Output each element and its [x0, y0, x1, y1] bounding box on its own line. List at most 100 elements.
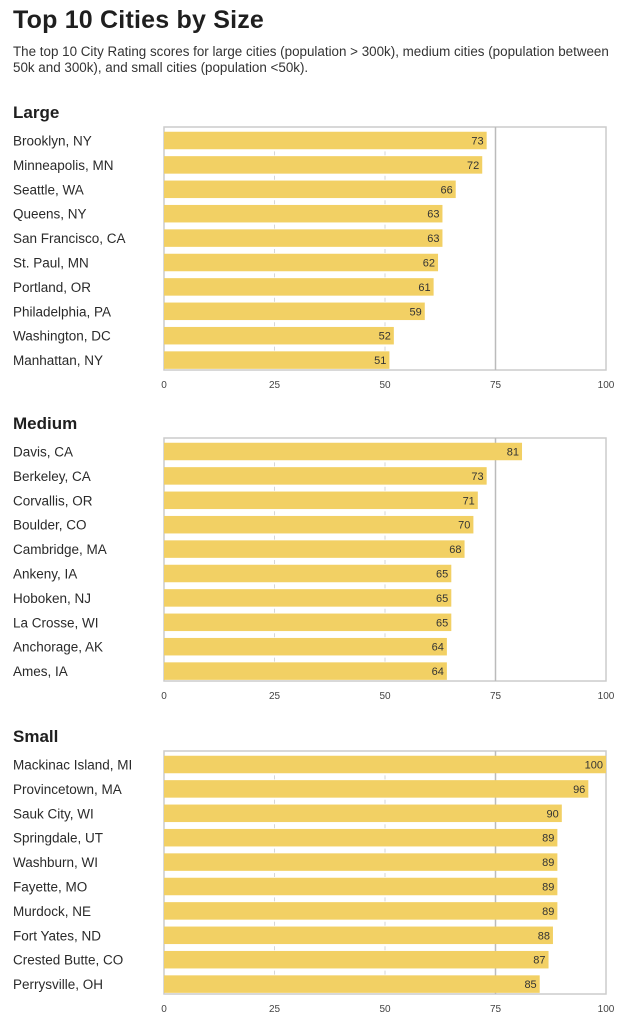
- value-label: 73: [471, 136, 483, 148]
- value-label: 89: [542, 833, 554, 845]
- value-label: 72: [467, 160, 479, 172]
- x-tick-label: 25: [269, 380, 281, 391]
- bar-washington-dc: [164, 326, 394, 345]
- section-title: Small: [13, 727, 58, 746]
- bar-st-paul-mn: [164, 253, 439, 272]
- bar-fort-yates-nd: [164, 926, 553, 945]
- bar-la-crosse-wi: [164, 613, 452, 632]
- bar-washburn-wi: [164, 853, 558, 871]
- category-label: Hoboken, NJ: [13, 591, 91, 606]
- bar-fayette-mo: [164, 877, 558, 896]
- value-label: 64: [432, 666, 444, 678]
- bar-cambridge-ma: [164, 540, 465, 558]
- category-label: Ames, IA: [13, 664, 68, 679]
- value-label: 89: [542, 882, 554, 894]
- x-tick-label: 25: [269, 691, 281, 702]
- bar-ames-ia: [164, 662, 447, 680]
- category-label: Murdock, NE: [13, 904, 91, 919]
- bar-brooklyn-ny: [164, 131, 487, 150]
- value-label: 73: [471, 471, 483, 483]
- x-tick-label: 0: [161, 1004, 167, 1015]
- chart-panel-medium: Medium Davis, CA 81 Berkeley, CA 73 Corvallis…: [13, 414, 615, 702]
- value-label: 66: [440, 184, 452, 196]
- category-label: Crested Butte, CO: [13, 953, 123, 968]
- bar-seattle-wa: [164, 180, 456, 199]
- value-label: 90: [547, 808, 559, 820]
- category-label: Provincetown, MA: [13, 782, 122, 797]
- value-label: 65: [436, 617, 448, 629]
- bar-hoboken-nj: [164, 589, 452, 607]
- bar-minneapolis-mn: [164, 156, 483, 174]
- value-label: 100: [585, 760, 603, 772]
- x-tick-label: 100: [598, 1004, 615, 1015]
- category-label: San Francisco, CA: [13, 231, 126, 246]
- value-label: 51: [374, 355, 386, 367]
- value-label: 62: [423, 258, 435, 270]
- value-label: 63: [427, 209, 439, 221]
- x-tick-label: 75: [490, 1004, 502, 1015]
- bar-mackinac-island-mi: [164, 755, 606, 774]
- value-label: 88: [538, 930, 550, 942]
- x-tick-label: 50: [379, 380, 391, 391]
- bar-ankeny-ia: [164, 564, 452, 583]
- x-tick-label: 100: [598, 380, 615, 391]
- value-label: 81: [507, 447, 519, 459]
- page-title: Top 10 Cities by Size: [13, 6, 265, 34]
- value-label: 61: [418, 282, 430, 294]
- value-label: 68: [449, 544, 461, 556]
- category-label: Fort Yates, ND: [13, 928, 101, 943]
- category-label: Manhattan, NY: [13, 353, 103, 368]
- category-label: Fayette, MO: [13, 880, 87, 895]
- bar-crested-butte-co: [164, 950, 549, 969]
- category-label: St. Paul, MN: [13, 256, 89, 271]
- category-label: Boulder, CO: [13, 518, 87, 533]
- bar-sauk-city-wi: [164, 804, 562, 823]
- category-label: Anchorage, AK: [13, 640, 103, 655]
- bar-corvallis-or: [164, 491, 478, 510]
- category-label: Portland, OR: [13, 280, 91, 295]
- value-label: 71: [463, 495, 475, 507]
- x-tick-label: 0: [161, 691, 167, 702]
- bar-portland-or: [164, 278, 434, 296]
- bar-manhattan-ny: [164, 351, 390, 369]
- category-label: Davis, CA: [13, 445, 73, 460]
- x-tick-label: 25: [269, 1004, 281, 1015]
- category-label: Mackinac Island, MI: [13, 758, 132, 773]
- bar-anchorage-ak: [164, 637, 447, 656]
- category-label: Minneapolis, MN: [13, 158, 114, 173]
- bar-perrysville-oh: [164, 975, 540, 993]
- x-tick-label: 0: [161, 380, 167, 391]
- x-tick-label: 50: [379, 1004, 391, 1015]
- value-label: 52: [379, 331, 391, 343]
- category-label: Washburn, WI: [13, 855, 98, 870]
- plot-frame: [163, 126, 607, 371]
- value-label: 70: [458, 520, 470, 532]
- x-tick-label: 75: [490, 691, 502, 702]
- x-tick-label: 50: [379, 691, 391, 702]
- value-label: 65: [436, 569, 448, 581]
- value-label: 85: [524, 979, 536, 991]
- bar-queens-ny: [164, 204, 443, 223]
- category-label: Corvallis, OR: [13, 493, 93, 508]
- value-label: 63: [427, 233, 439, 245]
- category-label: Queens, NY: [13, 207, 87, 222]
- x-tick-label: 75: [490, 380, 502, 391]
- category-label: Cambridge, MA: [13, 542, 107, 557]
- category-label: Brooklyn, NY: [13, 134, 92, 149]
- bar-davis-ca: [164, 442, 523, 461]
- category-label: Philadelphia, PA: [13, 304, 111, 319]
- bar-provincetown-ma: [164, 780, 589, 798]
- bar-murdock-ne: [164, 902, 558, 920]
- value-label: 87: [533, 955, 545, 967]
- bar-springdale-ut: [164, 828, 558, 847]
- category-label: La Crosse, WI: [13, 615, 99, 630]
- value-label: 59: [410, 306, 422, 318]
- x-tick-label: 100: [598, 691, 615, 702]
- value-label: 96: [573, 784, 585, 796]
- value-label: 89: [542, 906, 554, 918]
- chart-panel-large: Large Brooklyn, NY 73 Minneapolis, MN 72 Seat…: [13, 103, 615, 391]
- value-label: 89: [542, 857, 554, 869]
- plot-frame: [163, 437, 607, 682]
